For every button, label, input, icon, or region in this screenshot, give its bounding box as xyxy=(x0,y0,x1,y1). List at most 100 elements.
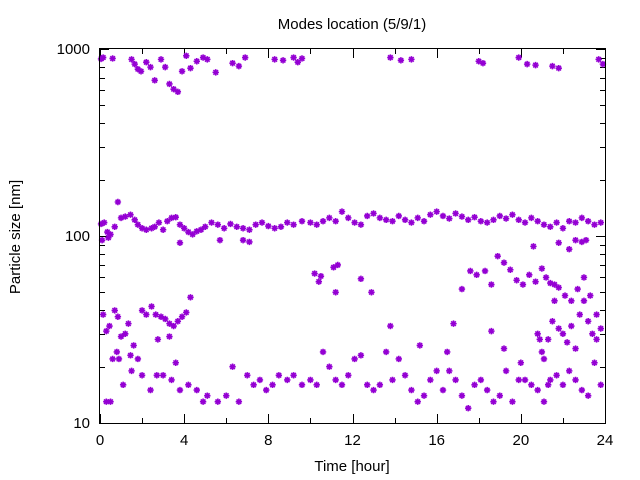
data-point xyxy=(387,322,394,330)
data-point xyxy=(584,392,592,399)
data-point xyxy=(563,339,571,346)
data-point xyxy=(147,386,154,394)
data-point xyxy=(572,345,579,352)
data-point xyxy=(104,228,111,236)
data-point xyxy=(471,214,478,221)
data-point xyxy=(277,223,285,230)
data-point xyxy=(263,386,270,394)
data-point xyxy=(252,221,259,228)
data-point xyxy=(599,60,607,68)
data-point xyxy=(578,386,586,394)
data-point xyxy=(119,381,127,389)
data-point xyxy=(408,386,415,394)
data-point xyxy=(551,297,558,305)
data-point xyxy=(395,212,402,220)
data-point xyxy=(170,322,177,330)
data-point xyxy=(148,303,155,310)
data-point xyxy=(223,392,230,399)
data-point xyxy=(130,342,137,349)
data-point xyxy=(269,381,276,389)
data-point xyxy=(589,330,596,337)
data-point xyxy=(332,376,339,384)
data-point xyxy=(549,318,556,325)
data-point xyxy=(284,376,291,384)
data-point xyxy=(103,398,110,405)
data-point xyxy=(332,217,339,225)
data-point xyxy=(284,219,291,226)
data-point xyxy=(574,285,581,293)
data-point xyxy=(420,217,428,225)
data-point xyxy=(397,57,405,64)
data-point xyxy=(591,359,598,366)
data-point xyxy=(475,58,482,65)
x-tick-label: 0 xyxy=(96,432,104,449)
data-point xyxy=(559,330,567,337)
data-point xyxy=(553,219,560,226)
data-point xyxy=(319,217,327,225)
data-point xyxy=(542,274,550,281)
data-point xyxy=(122,213,129,220)
data-point xyxy=(176,221,184,228)
data-point xyxy=(458,285,466,293)
data-point xyxy=(338,381,346,389)
data-point xyxy=(515,216,522,224)
data-point xyxy=(313,381,320,389)
data-point xyxy=(465,216,472,224)
data-point xyxy=(549,62,556,70)
y-tick-label: 10 xyxy=(73,415,90,432)
data-point xyxy=(523,60,531,68)
data-point xyxy=(368,289,375,296)
data-point xyxy=(458,213,466,220)
data-point xyxy=(152,311,159,318)
data-point xyxy=(107,398,114,405)
data-point xyxy=(330,264,337,271)
data-point xyxy=(97,220,105,228)
data-point xyxy=(114,313,122,320)
data-point xyxy=(502,367,510,375)
data-point xyxy=(528,214,535,222)
data-point xyxy=(113,348,121,356)
data-point xyxy=(532,61,539,69)
data-point xyxy=(235,398,243,405)
data-point xyxy=(553,372,560,379)
data-point xyxy=(500,345,508,352)
data-point xyxy=(204,392,211,399)
data-point xyxy=(128,56,135,63)
data-point xyxy=(241,54,249,61)
data-point xyxy=(559,225,567,232)
data-point xyxy=(154,336,162,343)
data-point xyxy=(220,225,228,232)
data-point xyxy=(307,219,314,226)
data-point xyxy=(159,226,167,233)
data-point xyxy=(502,215,510,222)
data-point xyxy=(559,381,567,389)
data-point xyxy=(509,211,516,218)
data-point xyxy=(408,56,415,63)
data-point xyxy=(370,210,377,217)
data-point xyxy=(357,352,365,359)
data-point xyxy=(488,327,495,335)
data-point xyxy=(319,348,327,356)
data-point xyxy=(446,367,453,375)
data-point xyxy=(166,80,173,88)
data-point xyxy=(250,381,257,389)
data-point xyxy=(408,219,415,226)
data-point xyxy=(345,214,352,222)
data-point xyxy=(326,363,333,370)
data-point xyxy=(382,216,390,224)
data-point xyxy=(212,69,219,76)
data-point xyxy=(166,333,173,340)
data-point xyxy=(547,279,554,287)
data-point xyxy=(547,223,554,230)
x-tick-label: 4 xyxy=(180,432,188,449)
data-point xyxy=(446,215,453,222)
data-point xyxy=(389,217,396,225)
data-point xyxy=(517,359,525,366)
data-point xyxy=(315,278,323,285)
data-point xyxy=(467,267,474,275)
data-point xyxy=(544,381,552,389)
data-point xyxy=(155,219,163,226)
data-point xyxy=(584,217,592,225)
data-point xyxy=(576,311,583,318)
data-point xyxy=(170,85,177,93)
